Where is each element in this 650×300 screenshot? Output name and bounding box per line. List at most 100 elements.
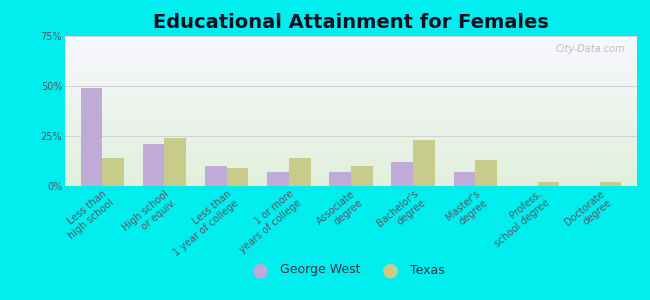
Bar: [65, 45, 637, 46]
Bar: [267, 172, 289, 186]
Bar: [65, 80, 637, 81]
Bar: [600, 182, 621, 186]
Bar: [289, 158, 311, 186]
Bar: [205, 166, 227, 186]
Bar: [65, 72, 637, 74]
Bar: [65, 50, 637, 51]
Bar: [65, 90, 637, 92]
Bar: [65, 88, 637, 90]
Bar: [65, 140, 637, 141]
Bar: [65, 40, 637, 42]
Bar: [454, 172, 475, 186]
Bar: [65, 85, 637, 87]
Bar: [65, 153, 637, 154]
Bar: [65, 98, 637, 99]
Bar: [65, 93, 637, 94]
Bar: [65, 58, 637, 60]
Bar: [65, 136, 637, 138]
Bar: [65, 78, 637, 80]
Bar: [65, 122, 637, 123]
Bar: [102, 158, 124, 186]
Bar: [65, 167, 637, 168]
Bar: [65, 96, 637, 98]
Bar: [65, 164, 637, 165]
Bar: [65, 57, 637, 58]
Bar: [65, 56, 637, 57]
Bar: [65, 44, 637, 45]
Bar: [164, 138, 187, 186]
Bar: [65, 129, 637, 130]
Bar: [65, 52, 637, 54]
Bar: [65, 100, 637, 102]
Bar: [65, 64, 637, 66]
Bar: [65, 94, 637, 96]
Bar: [65, 102, 637, 104]
Title: Educational Attainment for Females: Educational Attainment for Females: [153, 13, 549, 32]
Text: ●: ●: [252, 260, 268, 280]
Bar: [65, 70, 637, 72]
Bar: [65, 154, 637, 156]
Bar: [65, 177, 637, 178]
Bar: [65, 61, 637, 63]
Bar: [475, 160, 497, 186]
Bar: [65, 168, 637, 170]
Bar: [65, 141, 637, 142]
Bar: [65, 159, 637, 160]
Bar: [330, 172, 351, 186]
Bar: [65, 142, 637, 144]
Bar: [65, 92, 637, 93]
Bar: [227, 168, 248, 186]
Bar: [65, 108, 637, 110]
Bar: [65, 63, 637, 64]
Bar: [65, 152, 637, 153]
Bar: [65, 60, 637, 61]
Bar: [65, 147, 637, 148]
Bar: [65, 51, 637, 52]
Bar: [65, 105, 637, 106]
Bar: [65, 81, 637, 82]
Bar: [65, 114, 637, 116]
Bar: [65, 87, 637, 88]
Bar: [65, 171, 637, 172]
Bar: [65, 42, 637, 44]
Bar: [351, 166, 372, 186]
Bar: [391, 162, 413, 186]
Bar: [65, 84, 637, 86]
Bar: [65, 48, 637, 50]
Bar: [65, 128, 637, 129]
Bar: [65, 74, 637, 75]
Bar: [65, 68, 637, 69]
Bar: [65, 82, 637, 84]
Bar: [65, 174, 637, 176]
Bar: [65, 38, 637, 39]
Bar: [65, 165, 637, 166]
Bar: [65, 132, 637, 134]
Bar: [65, 144, 637, 146]
Bar: [65, 156, 637, 158]
Bar: [65, 99, 637, 100]
Bar: [65, 54, 637, 56]
Bar: [65, 172, 637, 174]
Bar: [65, 123, 637, 124]
Text: ●: ●: [382, 260, 398, 280]
Bar: [413, 140, 435, 186]
Bar: [65, 117, 637, 118]
Bar: [65, 134, 637, 135]
Bar: [65, 169, 637, 171]
Bar: [65, 162, 637, 164]
Text: Texas: Texas: [410, 263, 444, 277]
Bar: [65, 120, 637, 122]
Bar: [65, 184, 637, 186]
Bar: [65, 182, 637, 183]
Bar: [65, 138, 637, 140]
Bar: [65, 103, 637, 105]
Bar: [65, 66, 637, 68]
Bar: [65, 146, 637, 147]
Bar: [65, 135, 637, 136]
Bar: [538, 182, 559, 186]
Bar: [143, 144, 164, 186]
Bar: [65, 106, 637, 108]
Bar: [65, 118, 637, 120]
Bar: [65, 76, 637, 78]
Bar: [65, 75, 637, 76]
